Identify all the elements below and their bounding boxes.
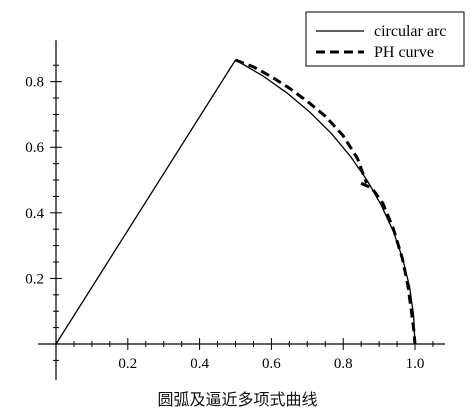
legend: circular arc PH curve: [305, 11, 465, 67]
legend-label-ph-curve: PH curve: [374, 44, 434, 61]
y-tick-label: 0.6: [25, 140, 44, 156]
y-tick-label: 0.8: [25, 75, 44, 91]
series-ph-curve-line-2: [360, 181, 417, 345]
y-tick-label: 0.2: [25, 271, 44, 287]
axes: 0.2 0.4 0.6 0.8 1.0 0.2 0.4 0.6 0.8: [25, 40, 445, 380]
x-tick-label: 0.2: [118, 356, 137, 372]
figure-caption: 圆弧及逼近多项式曲线: [157, 390, 318, 409]
x-tick-label: 0.4: [190, 356, 209, 372]
series-circular-arc-line-0: [55, 59, 416, 345]
x-tick-label: 1.0: [406, 356, 425, 372]
series-layer: [55, 58, 417, 345]
legend-label-circular-arc: circular arc: [374, 23, 446, 40]
x-tick-label: 0.8: [334, 356, 353, 372]
series-ph-curve-line-1: [234, 58, 368, 184]
chart: 0.2 0.4 0.6 0.8 1.0 0.2 0.4 0.6 0.8 circular arc…: [25, 11, 465, 380]
y-tick-label: 0.4: [25, 206, 44, 222]
legend-box: [305, 11, 465, 67]
x-tick-label: 0.6: [262, 356, 281, 372]
